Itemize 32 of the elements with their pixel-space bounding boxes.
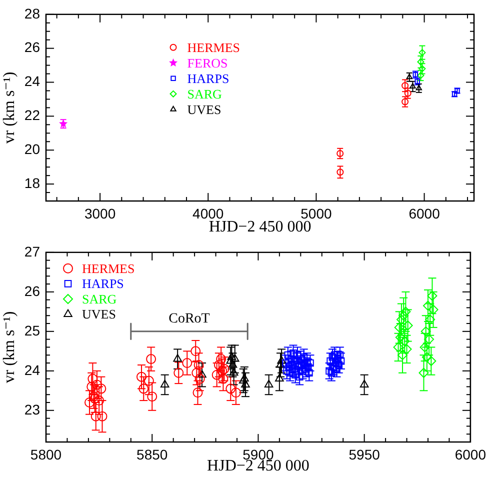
- x-axis-title: HJD−2 450 000: [208, 218, 312, 236]
- x-tick-label: 5800: [30, 446, 62, 462]
- y-tick-label: 18: [24, 174, 40, 191]
- y-axis-title: vr (km s⁻¹): [0, 72, 18, 144]
- legend-label: HARPS: [187, 70, 230, 86]
- x-tick-label: 6000: [454, 446, 486, 462]
- annotation: CoRoT: [168, 311, 210, 326]
- y-tick-label: 24: [24, 73, 40, 90]
- legend-label: SARG: [82, 291, 117, 306]
- legend-label: UVES: [82, 306, 116, 322]
- y-tick-label: 26: [24, 39, 40, 56]
- x-tick-label: 5950: [348, 446, 380, 462]
- y-tick-label: 27: [24, 243, 40, 260]
- legend-label: FEROS: [187, 55, 228, 70]
- x-tick-label: 3000: [84, 205, 116, 222]
- legend-label: HERMES: [187, 40, 240, 55]
- y-tick-label: 22: [24, 107, 40, 124]
- x-tick-label: 4000: [192, 205, 224, 222]
- y-tick-label: 20: [24, 140, 40, 157]
- x-tick-label: 5850: [136, 446, 168, 462]
- y-axis-title: vr (km s⁻¹): [0, 311, 18, 384]
- y-tick-label: 28: [24, 5, 40, 22]
- legend-label: UVES: [187, 102, 222, 117]
- y-tick-label: 23: [24, 401, 40, 418]
- y-tick-label: 26: [24, 282, 40, 299]
- x-tick-label: 6000: [408, 205, 440, 222]
- y-tick-label: 25: [24, 322, 40, 338]
- y-tick-label: 24: [24, 362, 40, 378]
- legend-label: HARPS: [82, 276, 124, 292]
- x-tick-label: 5000: [300, 205, 332, 222]
- legend-label: SARG: [187, 86, 222, 102]
- legend-label: HERMES: [82, 260, 135, 276]
